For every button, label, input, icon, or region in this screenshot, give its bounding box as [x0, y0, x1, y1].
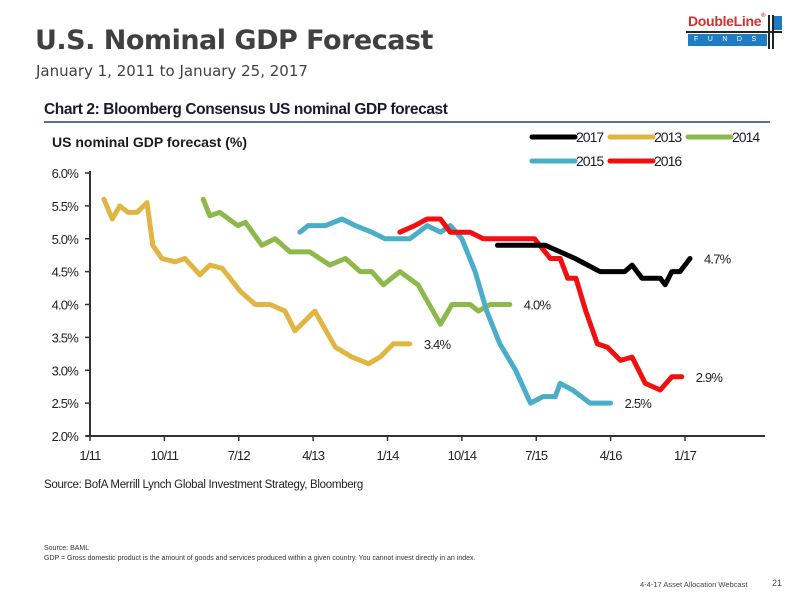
end-label-2015: 2.5% [625, 396, 653, 411]
y-tick-label: 4.0% [52, 298, 80, 313]
y-tick-label: 2.5% [52, 396, 80, 411]
logo-square [774, 16, 782, 30]
logo-vertical-rule [772, 15, 774, 49]
legend-label: 2015 [576, 153, 604, 169]
series-line-2014 [200, 196, 513, 327]
end-label-2016: 2.9% [696, 370, 724, 385]
legend-item-2016: 2016 [607, 153, 683, 169]
legend-item-2014: 2014 [685, 129, 761, 145]
x-tick-label: 7/12 [228, 448, 251, 463]
y-tick-label: 4.5% [52, 265, 80, 280]
y-tick-label: 3.0% [52, 363, 80, 378]
legend-item-2017: 2017 [529, 129, 605, 145]
legend-label: 2013 [654, 129, 682, 145]
logo-wordmark: DoubleLine® [688, 13, 766, 29]
legend: 2017 2013 2014 2015 2016 [529, 129, 761, 169]
axes: 2.0% 2.5% 3.0% 3.5% 4.0% 4.5% 5.0% 5.5% 6.0% 1/11… [52, 166, 765, 463]
y-tick-label: 5.5% [52, 199, 80, 214]
y-axis-label: US nominal GDP forecast (%) [52, 134, 247, 150]
x-tick-label: 1/11 [79, 448, 101, 463]
x-tick-label: 1/17 [674, 448, 697, 463]
end-label-2013: 3.4% [424, 337, 452, 352]
y-tick-label: 3.5% [52, 330, 80, 345]
logo-vertical-rule [768, 15, 770, 49]
end-label-2017: 4.7% [704, 251, 732, 266]
doubleline-logo: DoubleLine® FUNDS [686, 12, 782, 52]
end-label-2014: 4.0% [524, 298, 552, 313]
logo-band: FUNDS [688, 34, 767, 46]
x-tick-label: 10/11 [151, 448, 179, 463]
x-tick-label: 7/15 [525, 448, 548, 463]
x-tick-label: 10/14 [448, 448, 477, 463]
footer-webcast: 4-4-17 Asset Allocation Webcast [640, 580, 748, 589]
legend-item-2013: 2013 [607, 129, 683, 145]
series-line-2015 [297, 216, 614, 406]
legend-label: 2014 [732, 129, 760, 145]
series-line-2016 [397, 216, 685, 393]
series-line-2013 [101, 196, 413, 367]
page-title: U.S. Nominal GDP Forecast [35, 25, 433, 56]
x-tick-label: 1/14 [376, 448, 399, 463]
footer-note: GDP = Gross domestic product is the amou… [44, 555, 476, 562]
chart-title-rule [44, 121, 770, 123]
y-tick-label: 5.0% [52, 232, 80, 247]
x-tick-label: 4/16 [600, 448, 623, 463]
legend-item-2015: 2015 [529, 153, 605, 169]
page-number: 21 [772, 578, 783, 588]
chart-source: Source: BofA Merrill Lynch Global Invest… [44, 479, 363, 491]
y-tick-label: 2.0% [52, 429, 80, 444]
page-subtitle: January 1, 2011 to January 25, 2017 [36, 62, 308, 80]
footer-source: Source: BAML [44, 545, 90, 552]
legend-label: 2016 [654, 153, 682, 169]
series-layer: 3.4% 4.0% 2.5% 2.9% 4.7% [101, 196, 732, 411]
series-line-2017 [494, 242, 693, 288]
y-tick-label: 6.0% [52, 166, 80, 181]
legend-label: 2017 [576, 129, 604, 145]
x-tick-label: 4/13 [302, 448, 325, 463]
chart-title: Chart 2: Bloomberg Consensus US nominal … [44, 101, 448, 118]
logo-rule [686, 31, 782, 33]
